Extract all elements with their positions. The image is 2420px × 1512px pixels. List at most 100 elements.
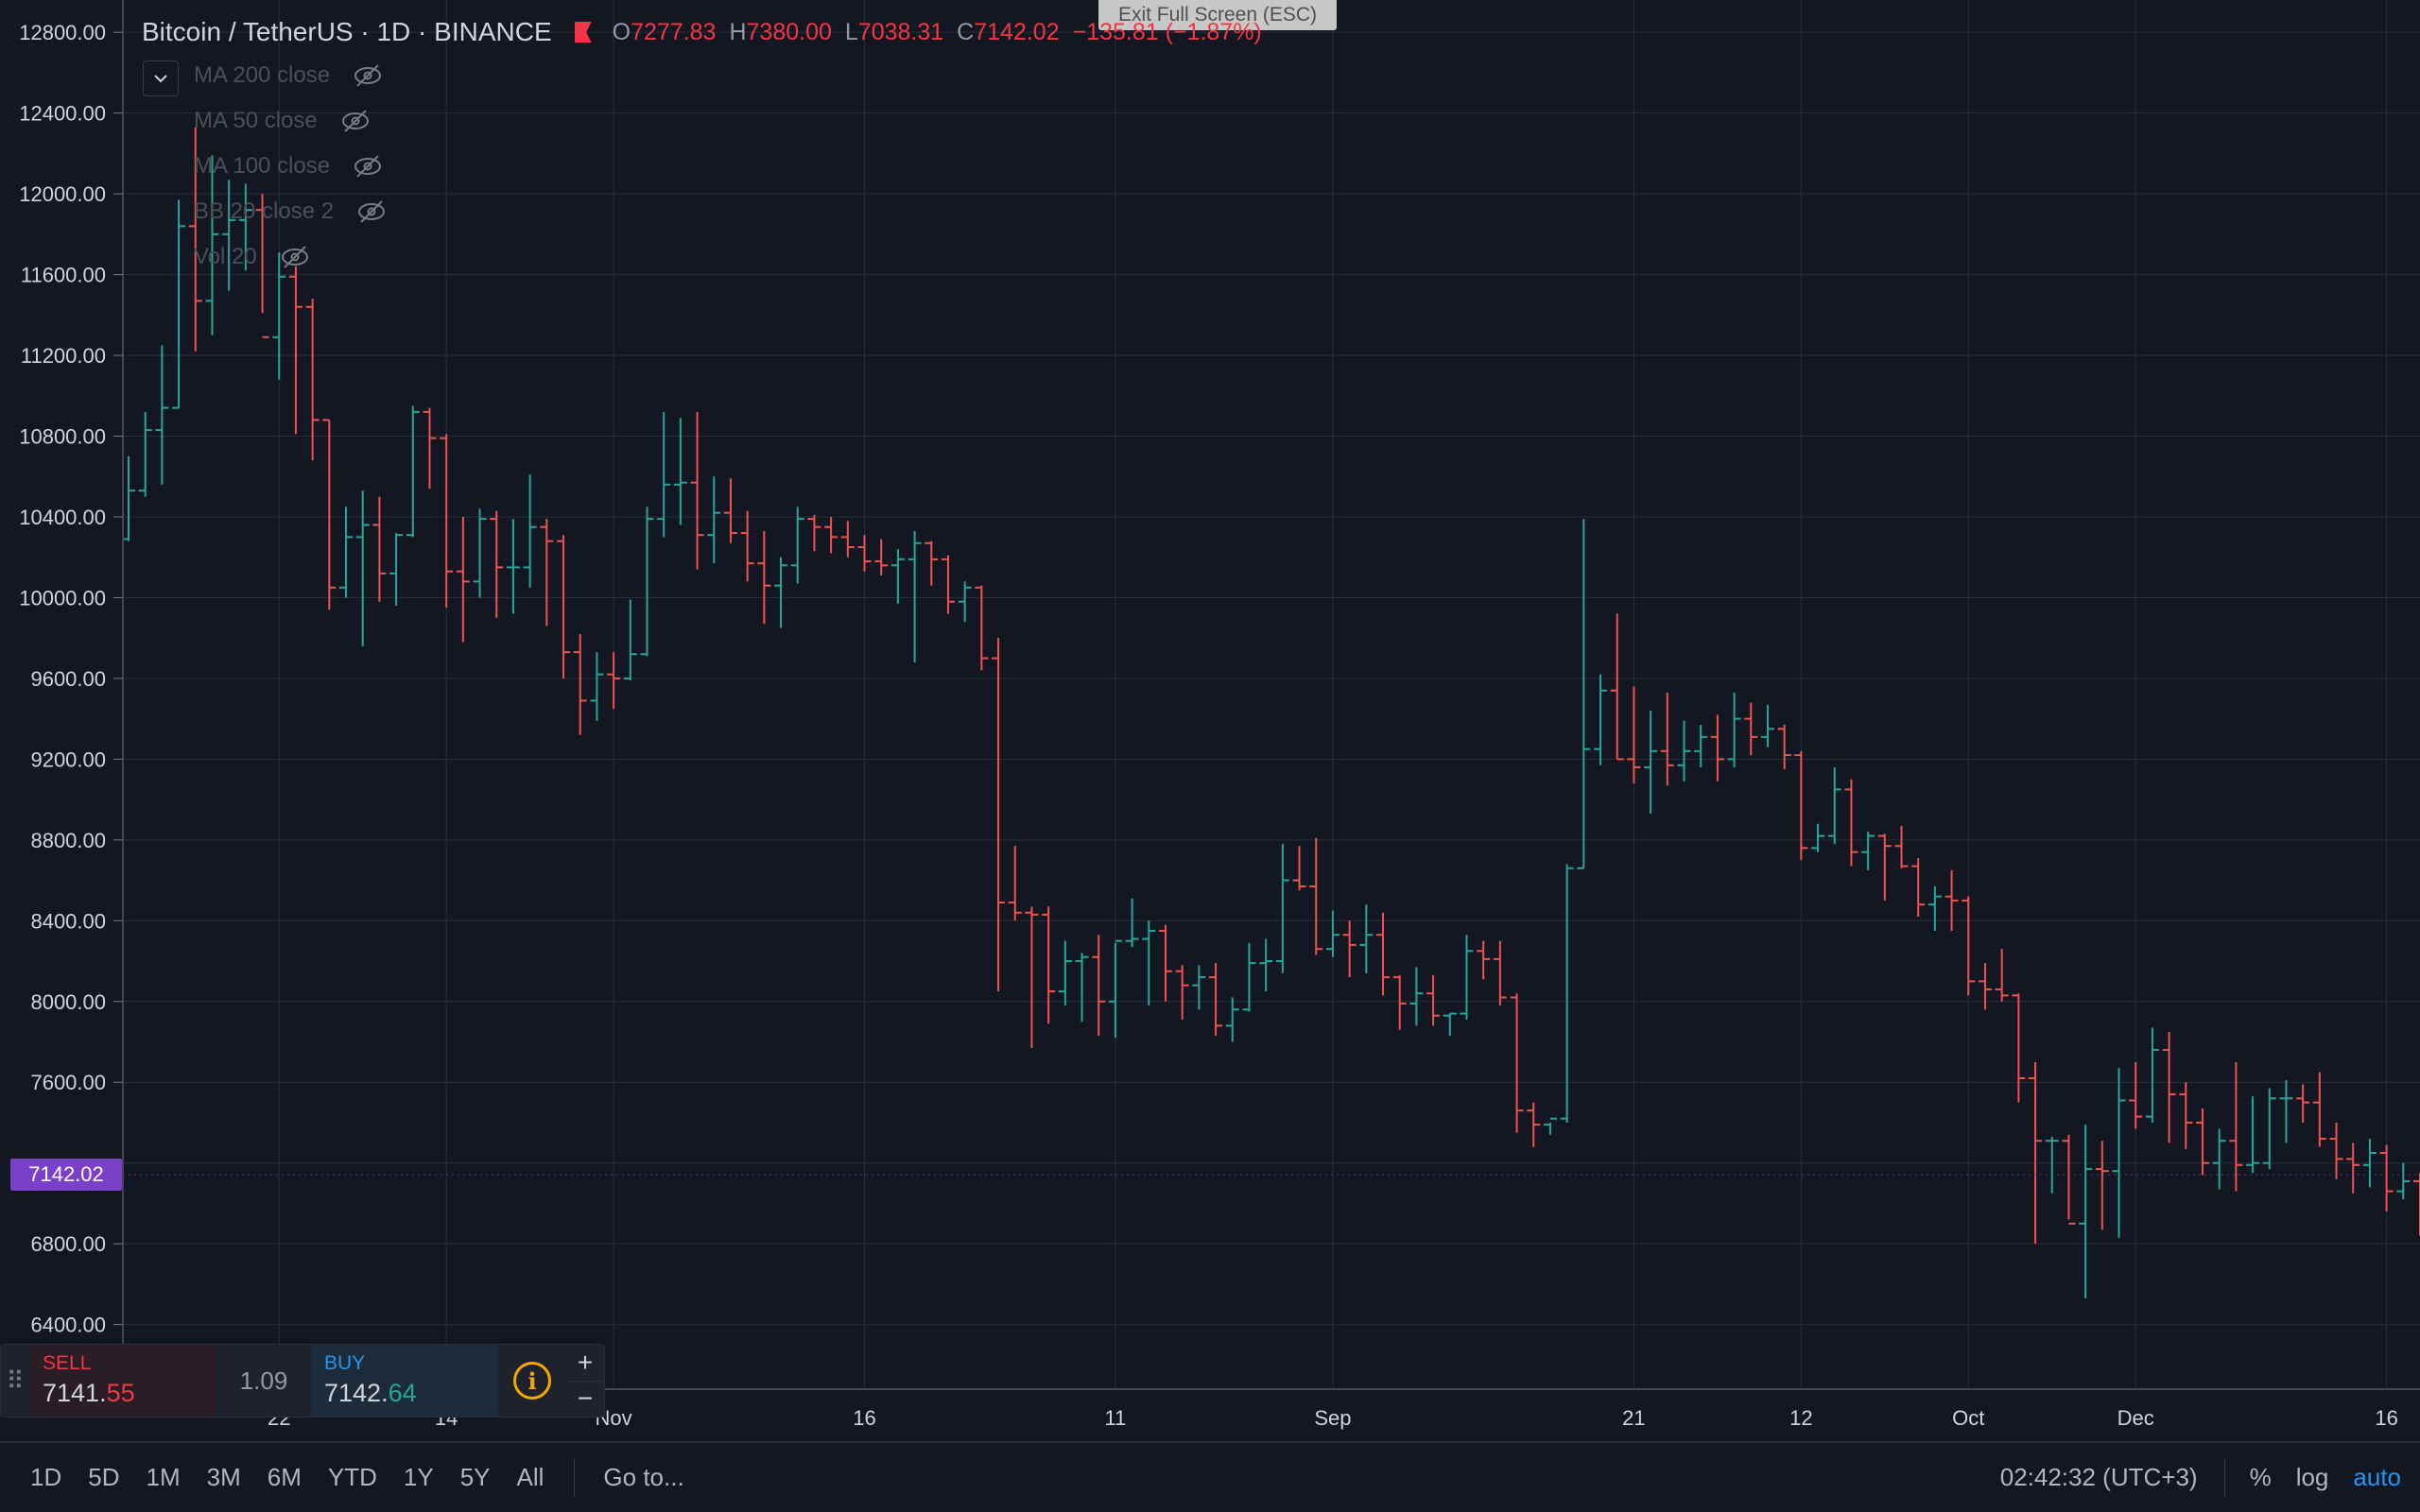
ohlc-bar[interactable] (2012, 993, 2026, 1103)
zoom-out-button[interactable]: − (566, 1380, 604, 1418)
ohlc-bar[interactable] (1577, 519, 1591, 869)
ohlc-bar[interactable] (941, 555, 955, 614)
ohlc-bar[interactable] (1259, 938, 1273, 992)
ohlc-bar[interactable] (1527, 1102, 1541, 1147)
ohlc-bar[interactable] (1443, 1012, 1457, 1037)
ohlc-bar[interactable] (640, 507, 654, 657)
ohlc-bar[interactable] (1543, 1117, 1557, 1135)
ohlc-bar[interactable] (1025, 906, 1039, 1048)
goto-button[interactable]: Go to... (603, 1463, 684, 1491)
exit-fullscreen-hint[interactable]: Exit Full Screen (ESC) (1098, 0, 1337, 30)
ohlc-bar[interactable] (1677, 720, 1691, 782)
ohlc-bar[interactable] (2112, 1068, 2126, 1238)
ohlc-bar[interactable] (272, 252, 286, 380)
ohlc-bar[interactable] (255, 194, 269, 338)
ohlc-bar[interactable] (573, 633, 587, 735)
range-all[interactable]: All (516, 1463, 544, 1491)
ohlc-bar[interactable] (1008, 846, 1022, 921)
ohlc-bar[interactable] (138, 411, 152, 497)
ohlc-bar[interactable] (1911, 858, 1926, 918)
ohlc-bar[interactable] (1242, 942, 1256, 1012)
ohlc-bar[interactable] (288, 266, 302, 435)
ohlc-bar[interactable] (423, 407, 437, 490)
ohlc-bar[interactable] (757, 530, 771, 625)
ohlc-bar[interactable] (406, 405, 420, 538)
ohlc-bar[interactable] (2362, 1139, 2377, 1188)
ohlc-bar[interactable] (222, 180, 236, 291)
ohlc-bar[interactable] (473, 508, 487, 598)
ohlc-bar[interactable] (1794, 750, 1808, 861)
ohlc-bar[interactable] (1426, 974, 1441, 1026)
range-1d[interactable]: 1D (30, 1463, 62, 1491)
indicator-ma200[interactable]: MA 200 close (194, 62, 383, 89)
ohlc-bar[interactable] (1995, 949, 2009, 1002)
eye-hidden-icon[interactable] (353, 63, 383, 88)
ohlc-bar[interactable] (339, 507, 354, 598)
ohlc-bar[interactable] (1142, 920, 1156, 1006)
ohlc-bar[interactable] (1760, 704, 1774, 747)
ohlc-bar[interactable] (1158, 924, 1172, 1002)
ohlc-bar[interactable] (1192, 965, 1206, 1010)
ohlc-bar[interactable] (305, 299, 320, 461)
ohlc-bar[interactable] (2129, 1061, 2143, 1129)
eye-hidden-icon[interactable] (353, 154, 383, 179)
ohlc-bar[interactable] (2212, 1128, 2226, 1190)
ohlc-bar[interactable] (840, 521, 855, 558)
ohlc-bar[interactable] (790, 507, 804, 584)
ohlc-bar[interactable] (958, 581, 972, 623)
zoom-in-button[interactable]: + (577, 1347, 594, 1377)
ohlc-bar[interactable] (322, 419, 337, 610)
ohlc-bar[interactable] (2396, 1162, 2411, 1200)
ohlc-bar[interactable] (925, 541, 939, 586)
ohlc-bar[interactable] (456, 516, 470, 643)
ohlc-bar[interactable] (1610, 613, 1624, 761)
ohlc-bar[interactable] (523, 474, 537, 588)
ohlc-bar[interactable] (490, 510, 504, 618)
ohlc-bar[interactable] (975, 585, 989, 671)
log-toggle[interactable]: log (2295, 1463, 2329, 1491)
ohlc-bar[interactable] (1777, 725, 1791, 770)
ohlc-bar[interactable] (2312, 1072, 2326, 1147)
ohlc-bar[interactable] (1477, 940, 1491, 980)
ohlc-bar[interactable] (1877, 833, 1892, 901)
ohlc-bar[interactable] (2195, 1108, 2209, 1176)
ohlc-bar[interactable] (2095, 1141, 2109, 1230)
range-ytd[interactable]: YTD (327, 1463, 377, 1491)
ohlc-bar[interactable] (1209, 963, 1223, 1037)
collapse-indicators-button[interactable] (143, 60, 179, 96)
ohlc-bar[interactable] (540, 519, 554, 627)
ohlc-bar[interactable] (824, 516, 838, 554)
ohlc-bar[interactable] (188, 127, 202, 352)
ohlc-bar[interactable] (874, 539, 889, 576)
indicator-vol20[interactable]: Vol 20 (194, 244, 310, 270)
ohlc-bar[interactable] (1894, 825, 1909, 868)
ohlc-bar[interactable] (1510, 993, 1524, 1133)
ohlc-bar[interactable] (2162, 1031, 2176, 1143)
ohlc-bar[interactable] (690, 411, 704, 570)
ohlc-bar[interactable] (1409, 967, 1424, 1026)
ohlc-bar[interactable] (807, 514, 821, 552)
ohlc-bar[interactable] (1644, 711, 1658, 815)
ohlc-bar[interactable] (1627, 686, 1641, 784)
ohlc-bar[interactable] (623, 599, 637, 681)
ohlc-bar[interactable] (1309, 837, 1323, 955)
ohlc-bar[interactable] (2346, 1143, 2360, 1194)
buy-button[interactable]: BUY 7142.64 (311, 1345, 498, 1417)
ohlc-bar[interactable] (238, 183, 252, 271)
ohlc-bar[interactable] (2379, 1144, 2394, 1211)
ohlc-bar[interactable] (1962, 896, 1976, 996)
auto-toggle[interactable]: auto (2353, 1463, 2401, 1491)
flag-icon[interactable] (574, 22, 592, 43)
ohlc-bar[interactable] (1811, 823, 1825, 852)
ohlc-bar[interactable] (2045, 1136, 2059, 1194)
ohlc-bar[interactable] (1108, 939, 1122, 1039)
ohlc-bar[interactable] (1225, 997, 1239, 1042)
ohlc-bar[interactable] (2079, 1125, 2093, 1298)
ohlc-bar[interactable] (1058, 940, 1072, 1006)
ohlc-bar[interactable] (723, 478, 737, 543)
ohlc-bar[interactable] (1092, 935, 1106, 1037)
range-5y[interactable]: 5Y (459, 1463, 491, 1491)
ohlc-bar[interactable] (1075, 953, 1089, 1022)
ohlc-bar[interactable] (1978, 963, 1992, 1010)
sell-button[interactable]: SELL 7141.55 (29, 1345, 216, 1417)
